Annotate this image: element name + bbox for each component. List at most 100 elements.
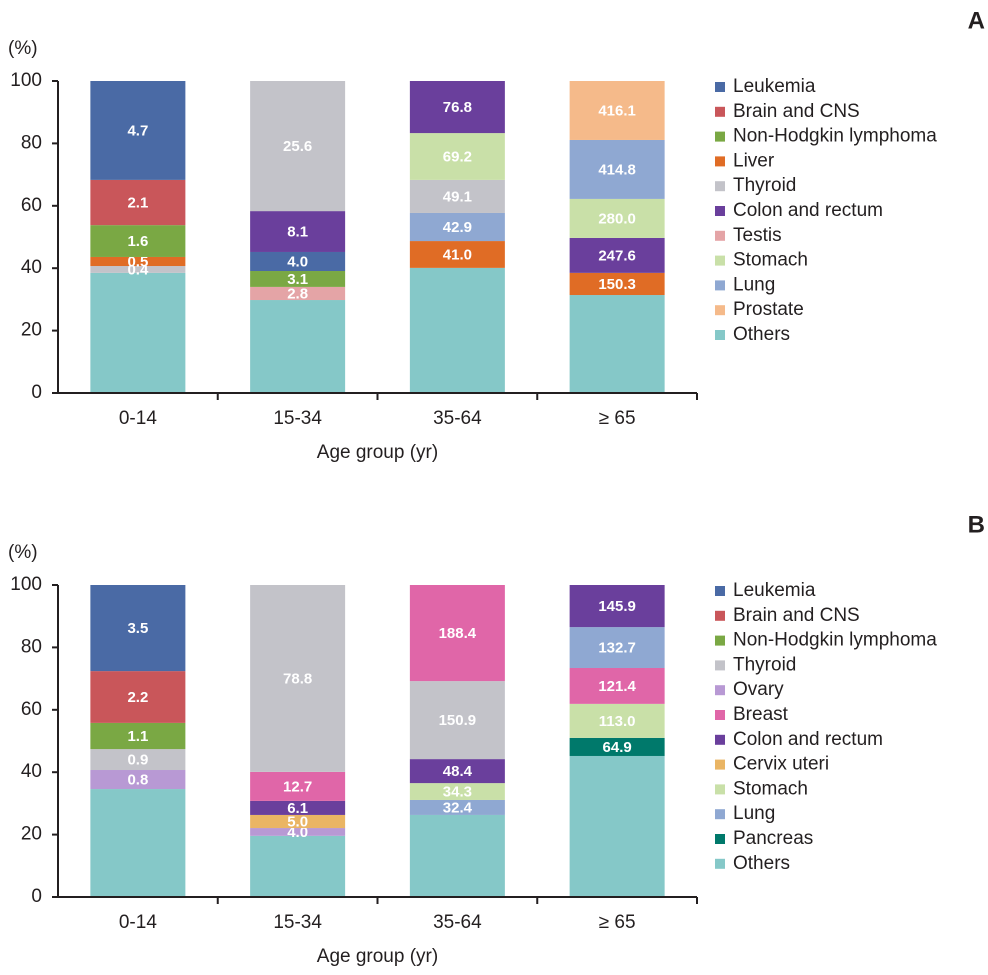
data-label: 1.1	[127, 728, 148, 745]
bar-segment	[90, 266, 186, 273]
y-tick-label: 100	[10, 70, 42, 91]
bar-segment	[250, 211, 346, 252]
bar-segment	[90, 749, 186, 771]
legend-label: Others	[733, 324, 790, 345]
x-tick-label: ≥ 65	[599, 408, 636, 429]
legend-label: Thyroid	[733, 175, 796, 196]
y-tick-label: 0	[31, 382, 42, 403]
legend-swatch	[715, 759, 725, 770]
legend-swatch	[715, 181, 725, 192]
bar-segment	[90, 585, 186, 672]
x-tick-label: 0-14	[119, 912, 157, 933]
y-tick-label: 40	[21, 761, 42, 782]
y-tick-label: 20	[21, 320, 42, 341]
legend-label: Non-Hodgkin lymphoma	[733, 126, 937, 147]
x-axis-title: Age group (yr)	[317, 442, 438, 463]
data-label: 2.1	[127, 194, 148, 211]
legend-swatch	[715, 156, 725, 167]
bar-segment	[569, 81, 665, 140]
x-tick-label: 15-34	[273, 912, 322, 933]
data-label: 0.5	[127, 253, 148, 270]
legend-swatch	[715, 305, 725, 316]
y-tick-label: 40	[21, 257, 42, 278]
legend-swatch	[715, 858, 725, 869]
y-tick-label: 20	[21, 824, 42, 845]
bar-segment	[409, 585, 505, 682]
legend-label: Colon and rectum	[733, 200, 883, 221]
legend-swatch	[715, 734, 725, 745]
legend-label: Liver	[733, 150, 775, 171]
bar-segment	[90, 272, 186, 393]
x-axis-title: Age group (yr)	[317, 946, 438, 967]
bar-segment	[250, 800, 346, 815]
legend-label: Brain and CNS	[733, 101, 860, 122]
panel-label: A	[968, 7, 985, 34]
bar-segment	[90, 225, 186, 257]
data-label: 49.1	[443, 188, 472, 205]
legend-swatch	[715, 685, 725, 696]
data-label: 188.4	[439, 625, 477, 642]
bar-segment	[569, 585, 665, 628]
y-tick-label: 0	[31, 886, 42, 907]
data-label: 150.9	[439, 712, 477, 729]
data-label: 3.1	[287, 271, 308, 288]
legend-swatch	[715, 784, 725, 795]
data-label: 41.0	[443, 246, 472, 263]
data-label: 0.9	[127, 752, 148, 769]
legend-swatch	[715, 635, 725, 646]
data-label: 25.6	[283, 138, 312, 155]
data-label: 78.8	[283, 670, 312, 687]
bar-segment	[569, 237, 665, 273]
bar-segment	[250, 585, 346, 772]
bar-segment	[90, 722, 186, 750]
x-tick-label: 0-14	[119, 408, 157, 429]
legend-label: Pancreas	[733, 828, 813, 849]
bar-segment	[569, 295, 665, 393]
legend-label: Leukemia	[733, 580, 816, 601]
legend-label: Brain and CNS	[733, 605, 860, 626]
panel-label: B	[968, 511, 985, 538]
bar-segment	[250, 828, 346, 836]
data-label: 12.7	[283, 778, 312, 795]
legend-label: Stomach	[733, 250, 808, 271]
y-unit: (%)	[8, 542, 38, 563]
data-label: 4.0	[287, 824, 308, 841]
legend-label: Testis	[733, 225, 782, 246]
bar-segment	[90, 179, 186, 226]
bar-segment	[250, 271, 346, 287]
bar-segment	[409, 783, 505, 800]
data-label: 6.1	[287, 800, 308, 817]
bar-segment	[569, 737, 665, 756]
legend-label: Lung	[733, 274, 775, 295]
data-label: 1.6	[127, 233, 148, 250]
legend-swatch	[715, 255, 725, 266]
y-unit: (%)	[8, 38, 38, 59]
legend-label: Lung	[733, 803, 775, 824]
x-tick-label: 35-64	[433, 408, 482, 429]
legend-swatch	[715, 206, 725, 216]
legend-label: Breast	[733, 704, 789, 725]
data-label: 8.1	[287, 224, 308, 241]
data-label: 145.9	[598, 598, 636, 615]
data-label: 34.3	[443, 784, 472, 801]
bar-segment	[569, 139, 665, 199]
bar-segment	[409, 799, 505, 815]
legend-swatch	[715, 610, 725, 621]
legend-label: Others	[733, 853, 790, 874]
x-tick-label: 35-64	[433, 912, 482, 933]
bar-segment	[250, 251, 346, 272]
data-label: 3.5	[127, 620, 148, 637]
data-label: 247.6	[598, 247, 636, 264]
bar-segment	[569, 755, 665, 897]
bar-segment	[409, 212, 505, 242]
data-label: 113.0	[599, 713, 636, 730]
bar-segment	[250, 286, 346, 301]
bar-segment	[409, 267, 505, 393]
y-tick-label: 80	[21, 636, 42, 657]
bar-segment	[90, 256, 186, 267]
bar-segment	[409, 759, 505, 784]
legend-swatch	[715, 809, 725, 820]
legend-label: Stomach	[733, 778, 808, 799]
